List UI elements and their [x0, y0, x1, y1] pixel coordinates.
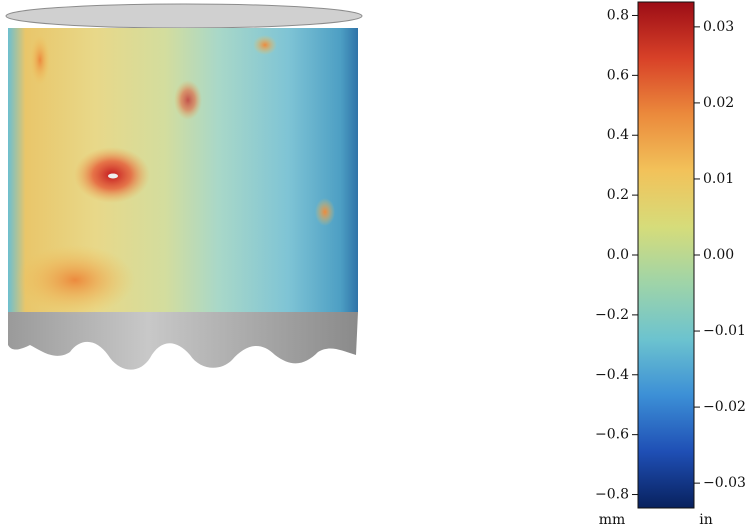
y2-tick-label: −0.01 — [703, 323, 746, 339]
y-tick-label: 0.8 — [607, 7, 629, 23]
y-tick-label: −0.2 — [595, 307, 629, 323]
y-tick-label: −0.6 — [595, 427, 629, 443]
y2-tick-label: 0.00 — [703, 247, 734, 263]
y-axis-unit: mm — [599, 512, 626, 528]
y2-tick-label: −0.03 — [703, 475, 746, 491]
base-band — [8, 312, 358, 370]
y2-tick-label: 0.03 — [703, 19, 734, 35]
y2-tick-label: −0.02 — [703, 399, 746, 415]
y2-tick-label: 0.02 — [703, 95, 734, 111]
y-tick-label: 0.0 — [607, 247, 629, 263]
colorbar-body — [637, 1, 695, 509]
y-tick-label: −0.4 — [595, 367, 629, 383]
y-tick-label: 0.4 — [607, 127, 629, 143]
scanned-part — [5, 3, 363, 370]
y2-tick-label: 0.01 — [703, 171, 734, 187]
y-tick-label: −0.8 — [595, 487, 629, 503]
y-tick-label: 0.6 — [607, 67, 629, 83]
y2-axis-unit: in — [699, 512, 713, 528]
y-tick-label: 0.2 — [607, 187, 629, 203]
